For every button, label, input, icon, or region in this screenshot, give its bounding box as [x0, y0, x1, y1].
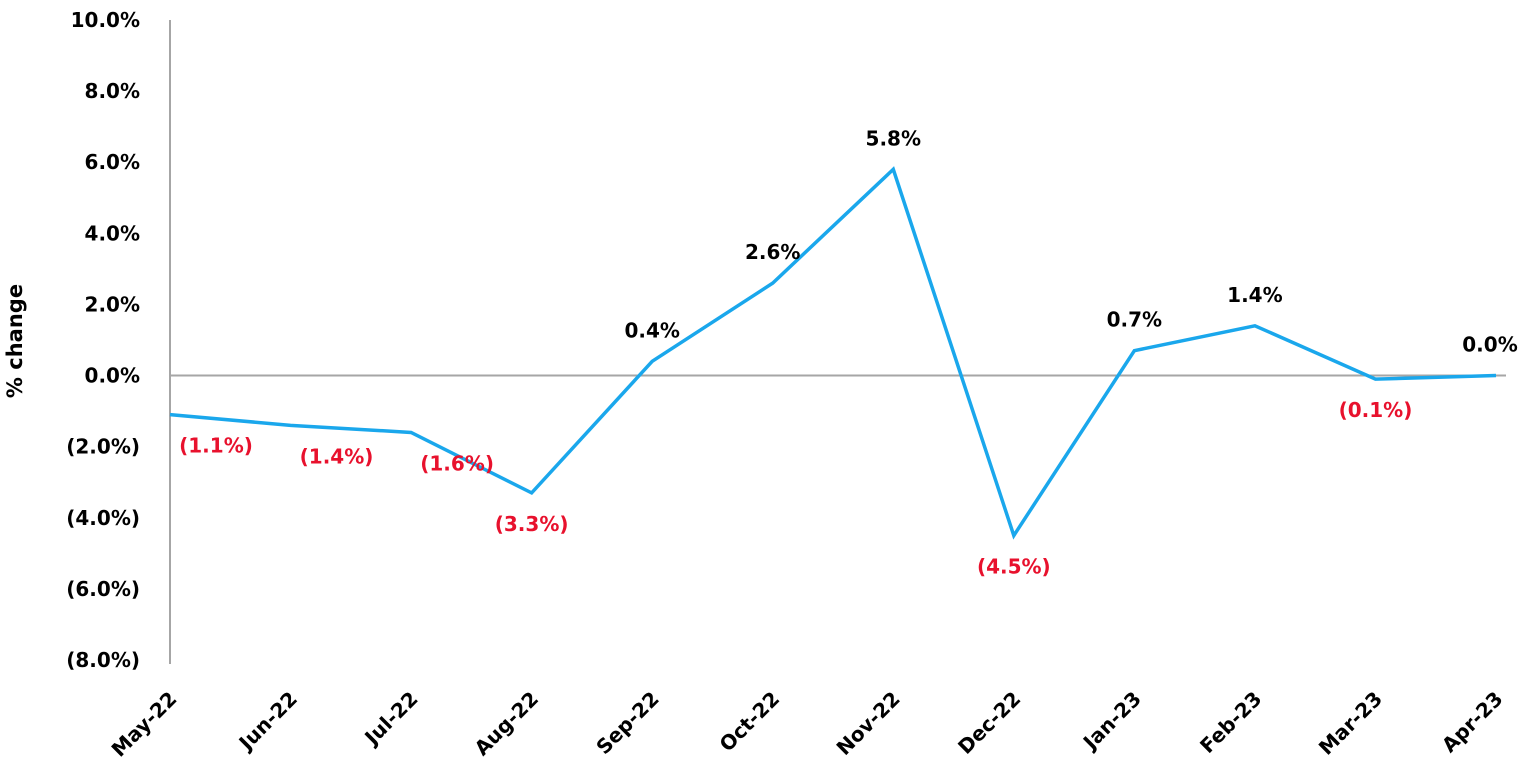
x-tick-label: Aug-22: [470, 687, 544, 761]
data-label: (1.4%): [300, 444, 374, 468]
data-label: (1.1%): [179, 434, 253, 458]
x-tick-labels: May-22 Jun-22 Jul-22 Aug-22 Sep-22 Oct-22 Nov-…: [107, 687, 1508, 762]
data-label: 0.7%: [1107, 308, 1162, 332]
series-line: [169, 166, 1497, 540]
x-tick-label: Nov-22: [832, 687, 905, 760]
y-axis-label: % change: [3, 284, 27, 398]
data-label: 2.6%: [745, 240, 800, 264]
data-labels: (1.1%) (1.4%) (1.6%) (3.3%) 0.4% 2.6% 5.8% (4.5…: [179, 126, 1518, 578]
y-tick-label: (6.0%): [66, 577, 140, 601]
x-tick-label: Mar-23: [1314, 687, 1387, 760]
data-label: (4.5%): [977, 555, 1051, 579]
x-tick-label: Jun-22: [233, 687, 302, 756]
data-label: (3.3%): [495, 512, 569, 536]
x-tick-label: Dec-22: [953, 687, 1025, 759]
x-tick-label: Oct-22: [715, 687, 785, 757]
y-tick-label: 8.0%: [85, 79, 140, 103]
x-tick-label: Apr-23: [1437, 687, 1508, 758]
data-label: (0.1%): [1339, 398, 1413, 422]
y-tick-label: 6.0%: [85, 150, 140, 174]
x-tick-label: Jul-22: [359, 687, 423, 751]
y-tick-label: 10.0%: [71, 8, 140, 32]
y-tick-label: 0.0%: [85, 364, 140, 388]
y-tick-label: 4.0%: [85, 221, 140, 245]
y-tick-label: (4.0%): [66, 506, 140, 530]
data-label: (1.6%): [420, 451, 494, 475]
x-tick-label: May-22: [107, 687, 182, 762]
series-line-group: [169, 166, 1497, 540]
data-label: 0.0%: [1462, 333, 1517, 357]
data-label: 5.8%: [866, 126, 921, 150]
y-tick-label: (8.0%): [66, 648, 140, 672]
y-tick-label: (2.0%): [66, 435, 140, 459]
data-label: 1.4%: [1227, 283, 1282, 307]
y-tick-labels: 10.0% 8.0% 6.0% 4.0% 2.0% 0.0% (2.0%) (4.0%) (6.…: [66, 8, 140, 672]
data-label: 0.4%: [624, 318, 679, 342]
x-tick-label: Feb-23: [1195, 687, 1266, 758]
x-tick-label: Sep-22: [591, 687, 663, 759]
y-tick-label: 2.0%: [85, 292, 140, 316]
x-tick-label: Jan-23: [1077, 687, 1146, 756]
